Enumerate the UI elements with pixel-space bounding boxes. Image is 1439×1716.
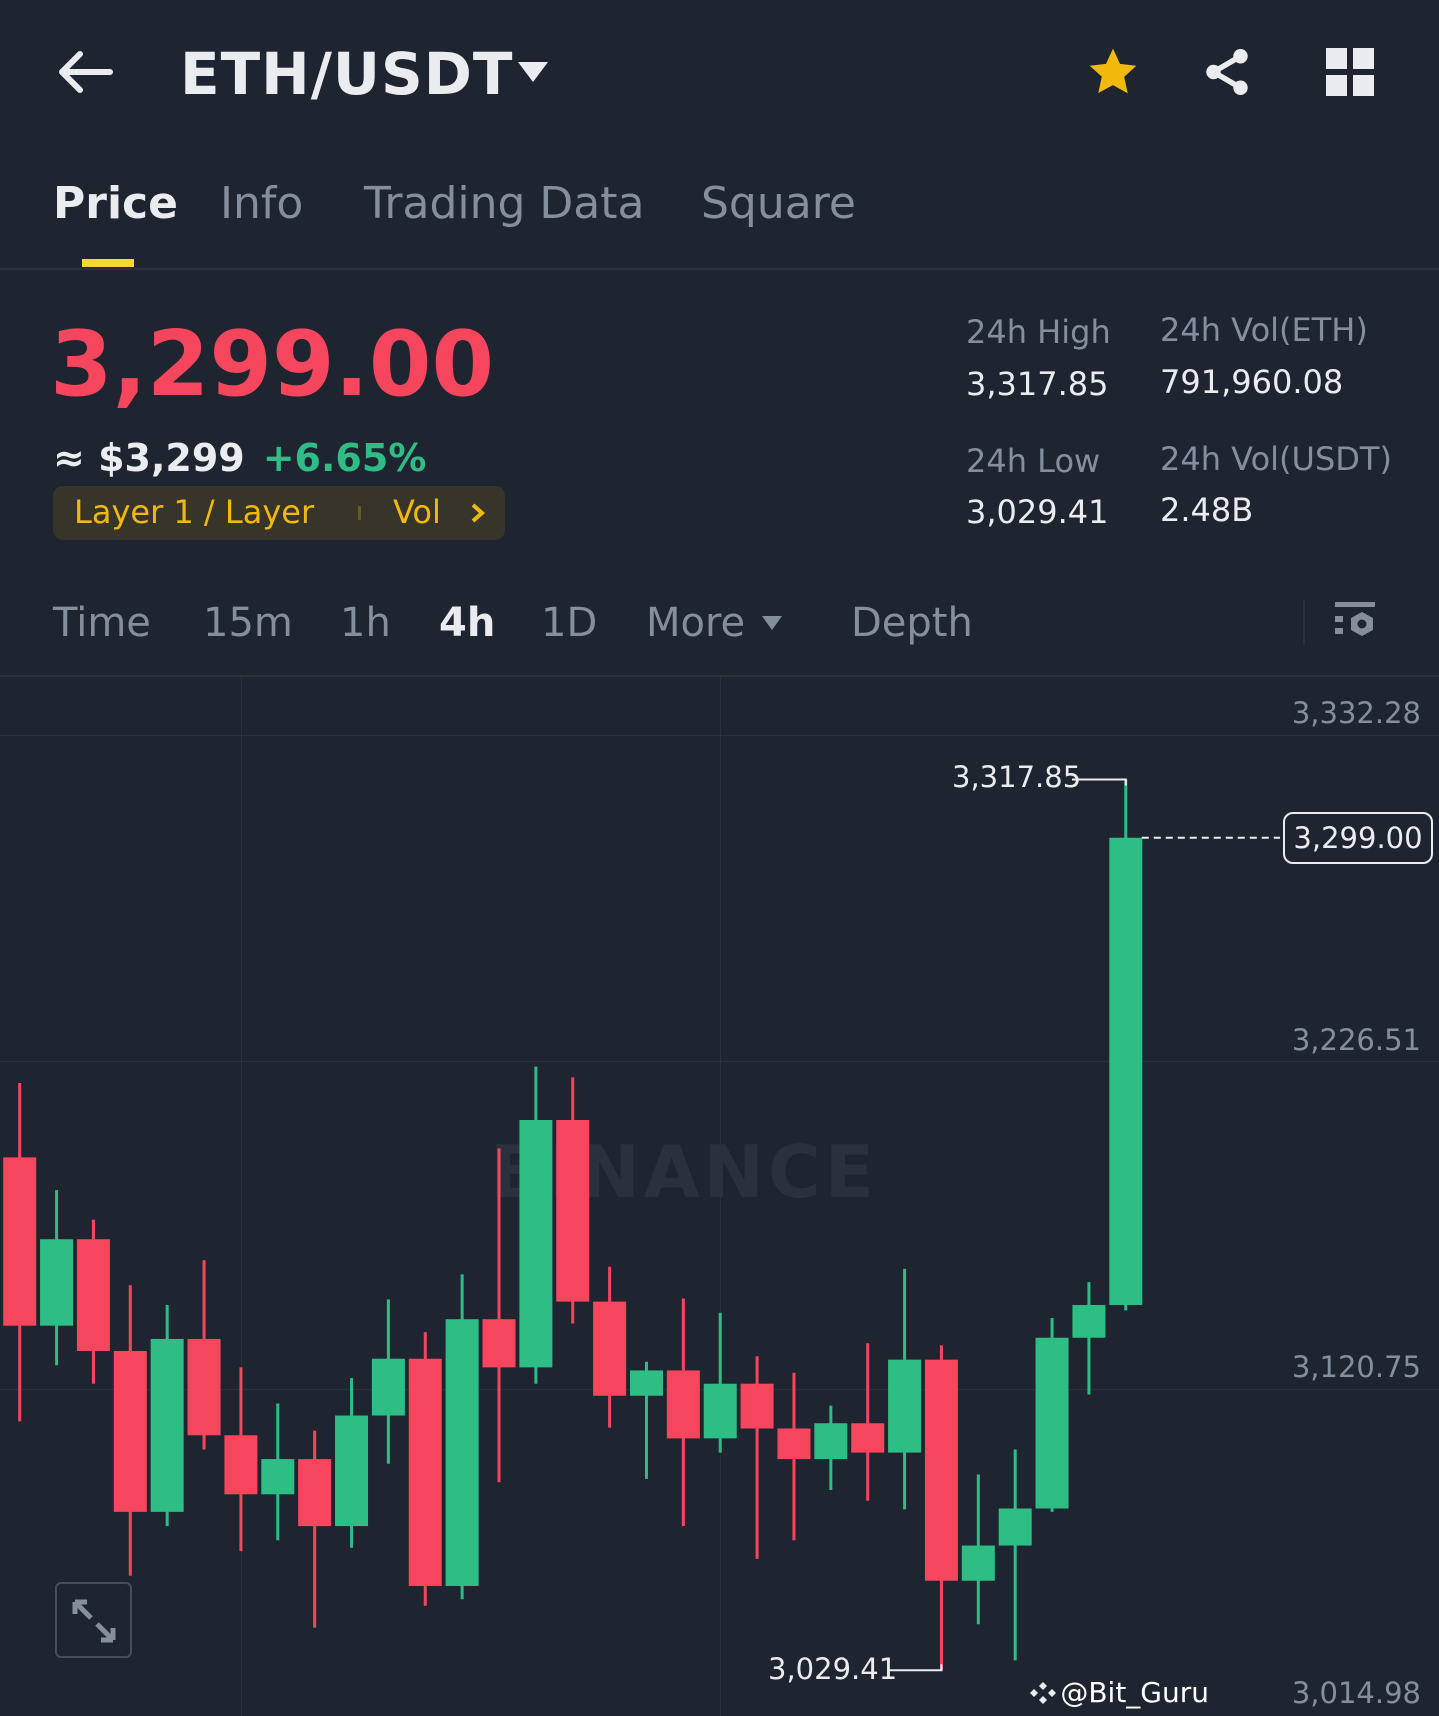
chevron-right-icon — [471, 503, 486, 523]
candle-body — [261, 1459, 295, 1495]
caret-down-icon[interactable] — [516, 60, 550, 84]
more-caret-icon[interactable] — [760, 614, 784, 632]
grid-line-vertical — [241, 677, 242, 1716]
vol-usdt-label: 24h Vol(USDT) — [1160, 440, 1392, 478]
high-marker-label: 3,317.85 — [952, 760, 1082, 794]
candle-body — [1109, 837, 1143, 1305]
candle-body — [482, 1319, 516, 1368]
candle-body — [76, 1239, 110, 1351]
y-tick-label: 3,226.51 — [1291, 1023, 1421, 1057]
active-tab-indicator — [82, 259, 134, 267]
low-value: 3,029.41 — [966, 493, 1109, 531]
candle-body — [998, 1508, 1032, 1546]
high-marker-line — [1072, 778, 1127, 786]
share-icon[interactable] — [1200, 44, 1254, 100]
candle-body — [777, 1428, 811, 1460]
candle-body — [187, 1338, 221, 1436]
candle-body — [961, 1545, 995, 1581]
tab-square[interactable]: Square — [701, 178, 856, 229]
tab-trading-data[interactable]: Trading Data — [364, 178, 645, 229]
candle-body — [335, 1415, 369, 1527]
interval-1d[interactable]: 1D — [541, 600, 598, 646]
candle-body — [1072, 1304, 1106, 1338]
depth-tab[interactable]: Depth — [851, 600, 973, 646]
tag-separator — [358, 506, 361, 520]
vol-eth-label: 24h Vol(ETH) — [1160, 311, 1368, 349]
candle-body — [224, 1435, 258, 1495]
candle-body — [40, 1239, 74, 1326]
interval-15m[interactable]: 15m — [203, 600, 293, 646]
tag-label: Layer 1 / Layer — [74, 493, 315, 531]
current-price-label: 3,299.00 — [1283, 812, 1433, 864]
low-marker-line — [888, 1664, 943, 1672]
tab-info[interactable]: Info — [220, 178, 304, 229]
grid-line-horizontal — [0, 735, 1439, 736]
candle-body — [851, 1423, 885, 1453]
grid-icon[interactable] — [1326, 48, 1376, 98]
category-tag[interactable] — [53, 486, 505, 540]
candle-body — [3, 1157, 37, 1326]
candle-body — [1035, 1337, 1069, 1509]
binance-logo-icon — [1030, 1682, 1056, 1704]
vol-eth-value: 791,960.08 — [1160, 363, 1344, 401]
low-marker-label: 3,029.41 — [768, 1652, 898, 1686]
pair-title[interactable]: ETH/USDT — [180, 40, 514, 108]
chart-settings-icon[interactable] — [1333, 600, 1377, 644]
grid-line-vertical — [720, 677, 721, 1716]
tabs-divider — [0, 268, 1439, 270]
expand-icon — [72, 1599, 116, 1643]
candle-body — [113, 1350, 147, 1512]
credit-watermark: @Bit_Guru — [1060, 1676, 1209, 1709]
candle-body — [556, 1120, 590, 1302]
candle-body — [666, 1370, 700, 1439]
y-tick-label: 3,120.75 — [1291, 1350, 1421, 1384]
candle-body — [371, 1358, 405, 1416]
change-percent: +6.65% — [262, 436, 427, 480]
candle-body — [814, 1423, 848, 1460]
candle-body — [593, 1301, 627, 1396]
interval-more[interactable]: More — [646, 600, 746, 646]
low-label: 24h Low — [966, 442, 1101, 480]
high-value: 3,317.85 — [966, 365, 1109, 403]
grid-line-horizontal — [0, 1061, 1439, 1062]
toolbar-separator — [1303, 600, 1305, 644]
candle-body — [298, 1459, 332, 1527]
y-tick-label: 3,014.98 — [1291, 1676, 1421, 1710]
tag-vol: Vol — [393, 493, 441, 531]
price-subrow: ≈ $3,299 +6.65% — [53, 436, 426, 480]
binance-watermark: BINANCE — [490, 1130, 878, 1214]
candle-body — [408, 1358, 442, 1586]
interval-time[interactable]: Time — [53, 600, 151, 646]
candle-body — [888, 1359, 922, 1453]
y-tick-label: 3,332.28 — [1291, 696, 1421, 730]
candle-body — [150, 1338, 184, 1512]
back-arrow-icon[interactable] — [58, 50, 114, 94]
candle-body — [519, 1120, 553, 1368]
interval-1h[interactable]: 1h — [340, 600, 391, 646]
fullscreen-button[interactable] — [55, 1582, 132, 1658]
candle-body — [740, 1383, 774, 1429]
chart-top-divider — [0, 675, 1439, 677]
vol-usdt-value: 2.48B — [1160, 491, 1254, 529]
candle-body — [445, 1319, 479, 1586]
tab-price[interactable]: Price — [53, 178, 178, 229]
last-price: 3,299.00 — [50, 312, 495, 417]
candle-body — [703, 1383, 737, 1439]
high-label: 24h High — [966, 313, 1111, 351]
star-icon[interactable] — [1085, 44, 1141, 100]
usd-approx: ≈ $3,299 — [53, 436, 245, 480]
candle-body — [924, 1359, 958, 1581]
candle-body — [629, 1370, 663, 1396]
interval-4h[interactable]: 4h — [439, 600, 496, 646]
